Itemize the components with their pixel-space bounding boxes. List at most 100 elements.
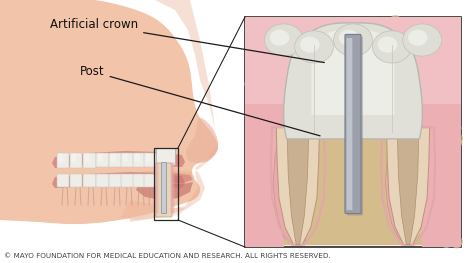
Polygon shape (0, 180, 130, 224)
Circle shape (427, 54, 432, 59)
Circle shape (301, 102, 310, 112)
Circle shape (447, 34, 452, 39)
Circle shape (307, 104, 315, 112)
Circle shape (297, 174, 303, 181)
Circle shape (424, 169, 435, 179)
Polygon shape (138, 170, 195, 183)
Circle shape (423, 47, 427, 51)
FancyBboxPatch shape (121, 174, 134, 187)
Circle shape (446, 171, 452, 178)
Circle shape (359, 52, 369, 63)
Circle shape (355, 94, 363, 102)
Circle shape (306, 100, 315, 109)
Circle shape (288, 55, 297, 64)
Circle shape (252, 55, 259, 62)
Circle shape (449, 81, 458, 90)
Polygon shape (136, 173, 193, 184)
Polygon shape (186, 118, 218, 163)
Polygon shape (120, 200, 185, 220)
Circle shape (450, 52, 460, 62)
Circle shape (263, 26, 270, 33)
Circle shape (296, 233, 306, 244)
FancyBboxPatch shape (161, 163, 167, 214)
Circle shape (251, 112, 255, 116)
Circle shape (341, 95, 351, 105)
Circle shape (453, 237, 462, 246)
Circle shape (342, 87, 349, 94)
Circle shape (261, 181, 265, 186)
Circle shape (438, 112, 443, 118)
Circle shape (439, 26, 445, 33)
FancyBboxPatch shape (83, 153, 96, 168)
FancyBboxPatch shape (83, 174, 96, 187)
FancyBboxPatch shape (85, 154, 90, 162)
FancyBboxPatch shape (70, 153, 82, 168)
Circle shape (283, 105, 292, 114)
Circle shape (403, 222, 410, 229)
Circle shape (278, 160, 282, 163)
Circle shape (424, 49, 435, 59)
Ellipse shape (295, 31, 334, 63)
Circle shape (407, 190, 414, 198)
Circle shape (271, 208, 280, 218)
Circle shape (328, 115, 335, 123)
FancyBboxPatch shape (110, 154, 116, 162)
Circle shape (357, 64, 363, 69)
FancyBboxPatch shape (97, 154, 103, 162)
Circle shape (368, 57, 372, 61)
Circle shape (275, 47, 282, 53)
Circle shape (393, 80, 396, 84)
Circle shape (299, 42, 303, 48)
FancyBboxPatch shape (133, 174, 146, 187)
Polygon shape (284, 23, 423, 139)
Polygon shape (387, 127, 430, 245)
Circle shape (366, 22, 378, 33)
FancyBboxPatch shape (109, 174, 122, 187)
Circle shape (262, 232, 270, 241)
Circle shape (445, 117, 449, 121)
FancyBboxPatch shape (144, 174, 157, 187)
Circle shape (451, 238, 462, 248)
Circle shape (454, 63, 460, 69)
Circle shape (439, 117, 447, 125)
Circle shape (266, 50, 271, 55)
Circle shape (411, 168, 415, 172)
Circle shape (443, 58, 450, 65)
FancyBboxPatch shape (346, 38, 352, 210)
Circle shape (416, 197, 426, 208)
Circle shape (453, 122, 460, 129)
Circle shape (422, 161, 430, 168)
Circle shape (278, 207, 282, 211)
Circle shape (446, 21, 452, 26)
Ellipse shape (264, 24, 303, 56)
Circle shape (419, 230, 426, 237)
FancyBboxPatch shape (121, 153, 134, 167)
Circle shape (453, 138, 462, 147)
Circle shape (423, 235, 429, 240)
Bar (154, 148, 178, 220)
Circle shape (337, 93, 341, 96)
Circle shape (402, 198, 413, 209)
FancyBboxPatch shape (156, 154, 162, 162)
Circle shape (432, 224, 443, 235)
Polygon shape (312, 25, 395, 115)
Circle shape (262, 65, 267, 70)
Circle shape (423, 99, 431, 107)
Circle shape (409, 111, 417, 118)
Circle shape (390, 15, 401, 25)
Circle shape (412, 88, 421, 97)
Circle shape (383, 18, 394, 28)
Circle shape (265, 172, 272, 179)
Circle shape (264, 83, 267, 87)
Text: Post: Post (80, 65, 320, 136)
Circle shape (245, 79, 254, 89)
Circle shape (446, 149, 457, 160)
Circle shape (436, 21, 446, 31)
Circle shape (400, 168, 410, 179)
Circle shape (247, 158, 250, 161)
Circle shape (444, 143, 452, 151)
Circle shape (338, 95, 349, 106)
Circle shape (307, 87, 311, 90)
Circle shape (288, 54, 295, 60)
Circle shape (424, 112, 430, 117)
